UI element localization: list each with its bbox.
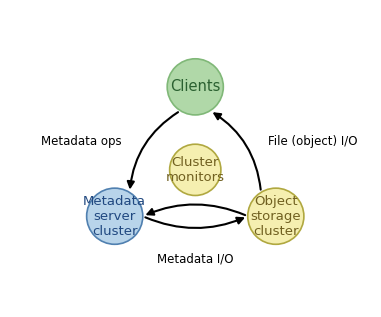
Text: Object
storage
cluster: Object storage cluster bbox=[250, 195, 301, 238]
FancyArrowPatch shape bbox=[128, 112, 178, 187]
Text: Clients: Clients bbox=[170, 79, 221, 94]
Text: Metadata I/O: Metadata I/O bbox=[157, 252, 234, 265]
Text: File (object) I/O: File (object) I/O bbox=[269, 135, 358, 148]
Text: Metadata
server
cluster: Metadata server cluster bbox=[83, 195, 146, 238]
Text: Metadata ops: Metadata ops bbox=[42, 135, 122, 148]
FancyArrowPatch shape bbox=[147, 204, 245, 215]
Circle shape bbox=[86, 188, 143, 244]
FancyArrowPatch shape bbox=[215, 113, 261, 190]
FancyArrowPatch shape bbox=[145, 217, 243, 228]
Circle shape bbox=[248, 188, 304, 244]
Text: Cluster
monitors: Cluster monitors bbox=[166, 156, 225, 184]
Circle shape bbox=[170, 144, 221, 196]
Circle shape bbox=[167, 59, 223, 115]
